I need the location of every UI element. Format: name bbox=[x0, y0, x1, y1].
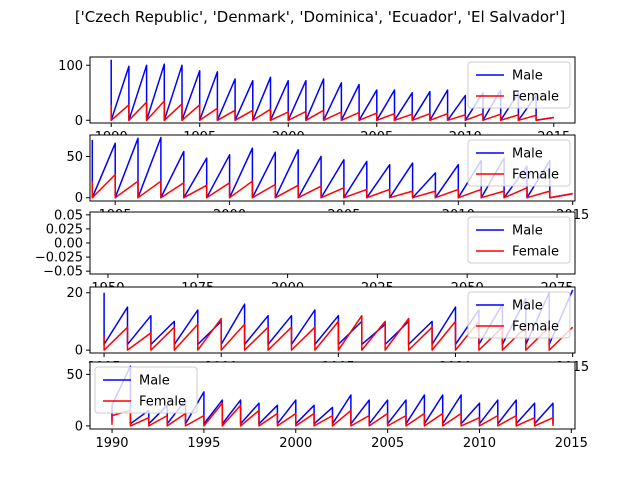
legend-label-male: Male bbox=[512, 69, 543, 84]
legend: Male Female bbox=[94, 366, 198, 414]
legend-label-female: Female bbox=[512, 320, 559, 335]
axes-frame bbox=[89, 134, 576, 202]
series-line-female bbox=[103, 314, 574, 351]
legend: Male Female bbox=[467, 61, 571, 109]
series-line-female bbox=[91, 173, 573, 199]
axes-frame bbox=[89, 56, 576, 124]
legend-label-male: Male bbox=[512, 147, 543, 162]
legend-label-female: Female bbox=[139, 395, 186, 410]
axes-frame bbox=[89, 286, 576, 354]
plot-area bbox=[91, 136, 573, 199]
legend-label-female: Female bbox=[512, 245, 559, 260]
legend: Male Female bbox=[467, 291, 571, 339]
x-tick-label: 1995 bbox=[187, 436, 220, 451]
x-tick-label: 2005 bbox=[371, 436, 404, 451]
axes-frame bbox=[89, 361, 576, 430]
legend-label-male: Male bbox=[512, 299, 543, 314]
y-tick-label: −0.05 bbox=[43, 265, 83, 280]
legend-label-female: Female bbox=[512, 90, 559, 105]
y-tick-label: 0 bbox=[75, 191, 83, 206]
y-tick-label: 50 bbox=[66, 150, 83, 165]
legend: Male Female bbox=[467, 139, 571, 187]
figure-title: ['Czech Republic', 'Denmark', 'Dominica'… bbox=[75, 8, 565, 26]
legend-label-male: Male bbox=[512, 224, 543, 239]
y-tick-label: −0.025 bbox=[35, 251, 83, 266]
legend-label-male: Male bbox=[139, 374, 170, 389]
series-line-female bbox=[110, 100, 554, 122]
x-tick-label: 2000 bbox=[279, 436, 312, 451]
x-tick-label: 2015 bbox=[555, 436, 588, 451]
legend-label-female: Female bbox=[512, 168, 559, 183]
subplots: 1990199520002005201020150100MaleFemale19… bbox=[35, 56, 589, 451]
y-tick-label: 0.05 bbox=[54, 208, 83, 223]
y-tick-label: 0 bbox=[75, 419, 83, 434]
x-tick-label: 2010 bbox=[463, 436, 496, 451]
series-line-female bbox=[111, 402, 554, 427]
legend: Male Female bbox=[467, 216, 571, 264]
subplot-czech-republic: 1990199520002005201020150100MaleFemale bbox=[58, 56, 576, 145]
y-tick-label: 50 bbox=[66, 368, 83, 383]
y-tick-label: 0.00 bbox=[54, 237, 83, 252]
y-tick-label: 0 bbox=[75, 114, 83, 129]
axes-frame bbox=[89, 211, 576, 275]
y-tick-label: 0.025 bbox=[46, 222, 83, 237]
subplot-el-salvador: 1990 1995 2000 2005 2010 2015 0 50 Male Female bbox=[66, 361, 588, 451]
y-tick-label: 100 bbox=[58, 59, 83, 74]
subplot-dominica: 195019752000202520502075−0.05−0.0250.000… bbox=[35, 208, 576, 296]
y-tick-label: 20 bbox=[66, 286, 83, 301]
y-tick-label: 0 bbox=[75, 344, 83, 359]
x-tick-label: 1990 bbox=[95, 436, 128, 451]
